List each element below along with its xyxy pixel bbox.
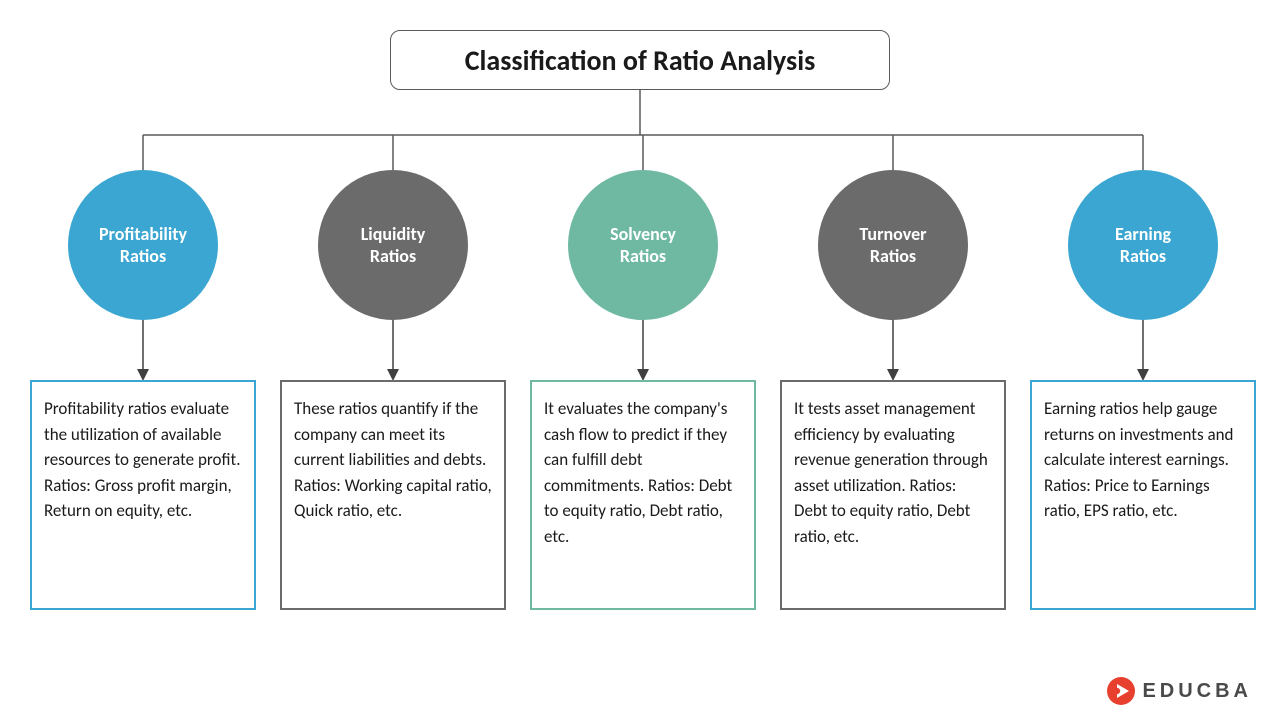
brand-logo: EDUCBA bbox=[1106, 676, 1252, 706]
category-label: SolvencyRatios bbox=[610, 223, 676, 268]
category-circle: SolvencyRatios bbox=[568, 170, 718, 320]
diagram-title: Classification of Ratio Analysis bbox=[465, 43, 816, 78]
category-label: EarningRatios bbox=[1115, 223, 1171, 268]
category-description-box: It evaluates the company's cash flow to … bbox=[530, 380, 756, 610]
category-description-box: Profitability ratios evaluate the utiliz… bbox=[30, 380, 256, 610]
category-description: Profitability ratios evaluate the utiliz… bbox=[44, 398, 240, 521]
category-description-box: Earning ratios help gauge returns on inv… bbox=[1030, 380, 1256, 610]
category-description: It evaluates the company's cash flow to … bbox=[544, 398, 732, 547]
category-circle: TurnoverRatios bbox=[818, 170, 968, 320]
connector-lines bbox=[0, 0, 1280, 720]
logo-icon bbox=[1106, 676, 1136, 706]
category-description: Earning ratios help gauge returns on inv… bbox=[1044, 398, 1233, 521]
category-circle: LiquidityRatios bbox=[318, 170, 468, 320]
category-label: TurnoverRatios bbox=[859, 223, 926, 268]
category-description: It tests asset management efficiency by … bbox=[794, 398, 988, 547]
category-label: ProfitabilityRatios bbox=[99, 223, 187, 268]
diagram-title-box: Classification of Ratio Analysis bbox=[390, 30, 890, 90]
category-circle: EarningRatios bbox=[1068, 170, 1218, 320]
logo-text: EDUCBA bbox=[1142, 680, 1252, 703]
category-description-box: These ratios quantify if the company can… bbox=[280, 380, 506, 610]
category-circle: ProfitabilityRatios bbox=[68, 170, 218, 320]
category-description-box: It tests asset management efficiency by … bbox=[780, 380, 1006, 610]
category-label: LiquidityRatios bbox=[361, 223, 426, 268]
category-description: These ratios quantify if the company can… bbox=[294, 398, 492, 521]
